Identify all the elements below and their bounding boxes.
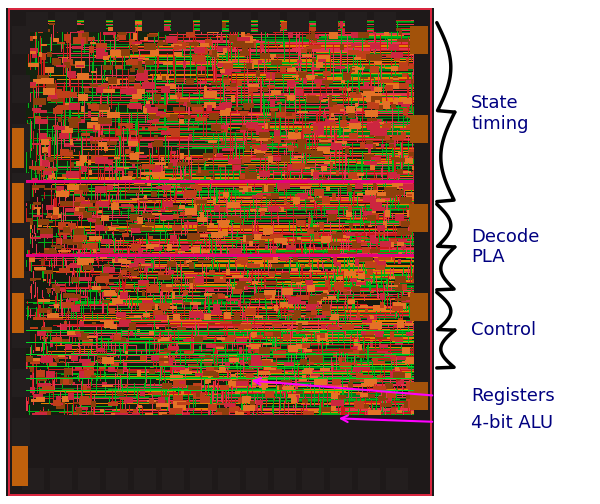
Text: 4-bit ALU: 4-bit ALU xyxy=(471,414,553,432)
Text: Registers: Registers xyxy=(471,387,555,405)
Text: State
timing: State timing xyxy=(471,94,529,133)
Text: Control: Control xyxy=(471,321,536,339)
Text: Decode
PLA: Decode PLA xyxy=(471,228,539,266)
